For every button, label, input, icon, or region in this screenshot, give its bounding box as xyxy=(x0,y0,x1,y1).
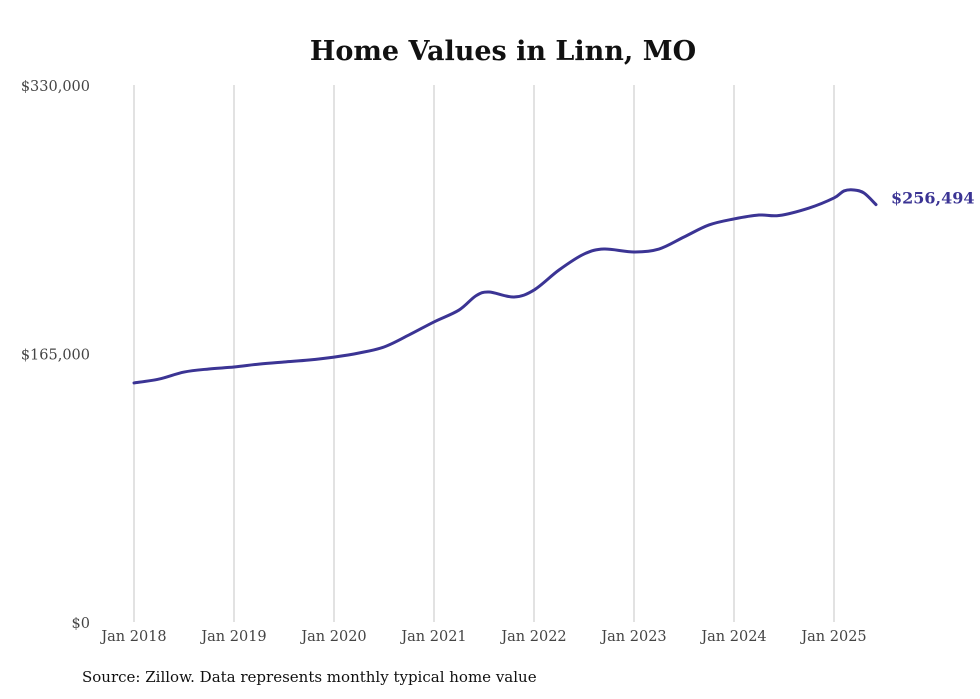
y-tick-label: $0 xyxy=(72,616,90,632)
x-tick-label: Jan 2018 xyxy=(99,629,166,645)
series-line xyxy=(132,188,878,385)
x-tick-label: Jan 2022 xyxy=(499,629,566,645)
source-note: Source: Zillow. Data represents monthly … xyxy=(82,668,537,686)
x-tick-label: Jan 2019 xyxy=(199,629,266,645)
y-tick-label: $165,000 xyxy=(21,348,90,364)
x-tick-label: Jan 2023 xyxy=(599,629,666,645)
chart-title: Home Values in Linn, MO xyxy=(310,36,696,67)
x-axis: Jan 2018 Jan 2019 Jan 2020 Jan 2021 Jan 2022… xyxy=(99,629,866,645)
y-tick-label: $330,000 xyxy=(21,79,90,95)
x-tick-label: Jan 2021 xyxy=(399,629,466,645)
end-value-label: $256,494 xyxy=(891,189,975,208)
gridlines xyxy=(133,85,835,622)
y-axis: $0 $165,000 $330,000 xyxy=(21,79,90,632)
x-tick-label: Jan 2020 xyxy=(299,629,366,645)
series-group: $256,494 xyxy=(132,188,975,385)
x-tick-label: Jan 2024 xyxy=(699,629,766,645)
x-tick-label: Jan 2025 xyxy=(799,629,866,645)
